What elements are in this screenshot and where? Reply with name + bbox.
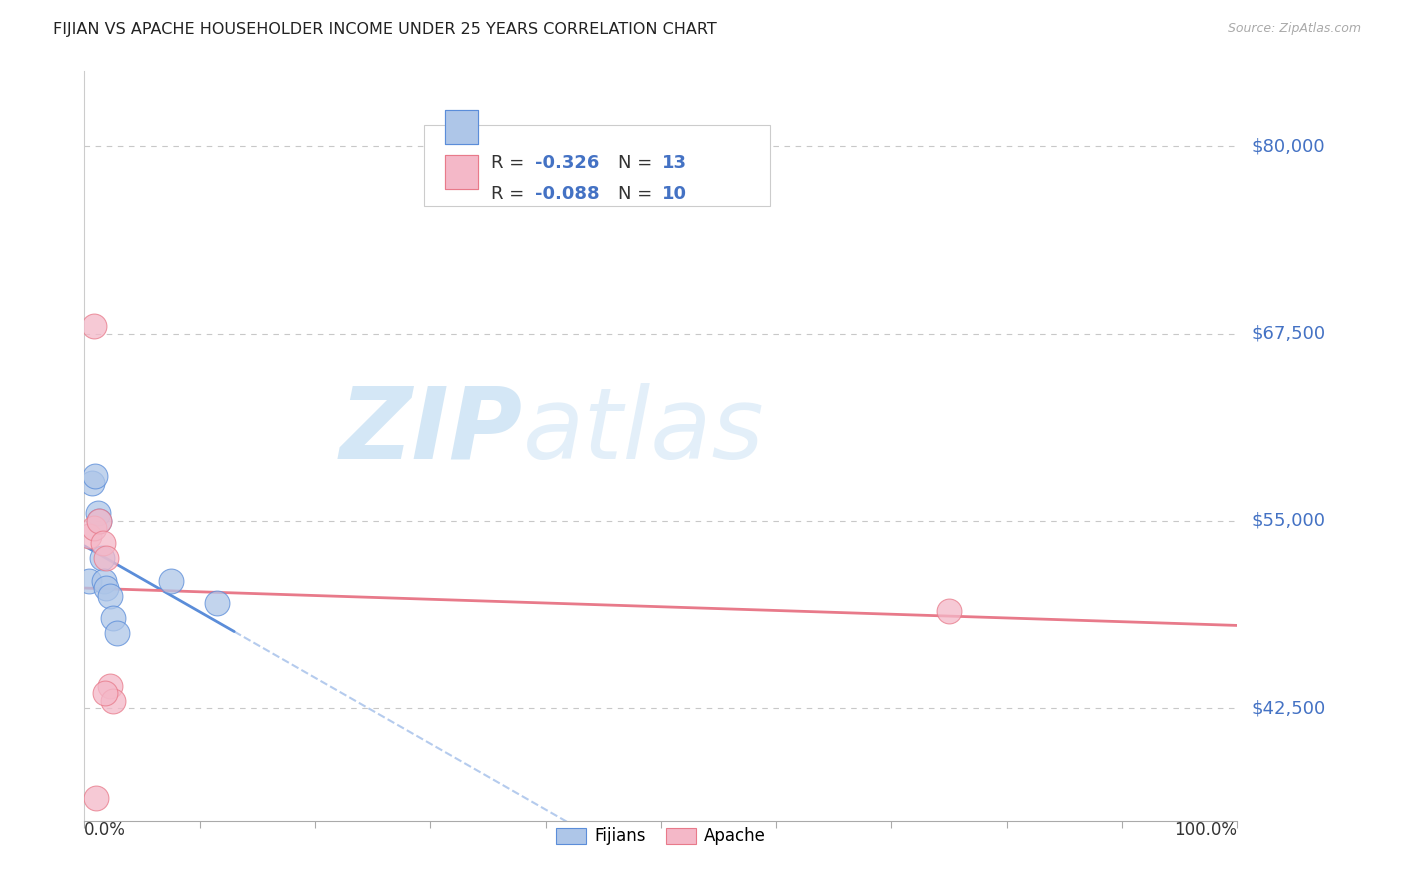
Point — [103, 611, 124, 625]
Text: R =: R = — [491, 186, 530, 203]
Point — [89, 514, 111, 528]
Text: ZIP: ZIP — [339, 383, 523, 480]
Point — [91, 536, 114, 550]
Text: 13: 13 — [662, 153, 688, 172]
FancyBboxPatch shape — [446, 155, 478, 189]
Point — [205, 596, 228, 610]
Point — [98, 679, 121, 693]
Point — [90, 551, 112, 566]
Point — [83, 521, 105, 535]
Point — [98, 589, 121, 603]
FancyBboxPatch shape — [446, 111, 478, 144]
Point — [77, 529, 100, 543]
Point — [87, 507, 110, 521]
Text: N =: N = — [619, 153, 658, 172]
Text: Source: ZipAtlas.com: Source: ZipAtlas.com — [1227, 22, 1361, 36]
Text: FIJIAN VS APACHE HOUSEHOLDER INCOME UNDER 25 YEARS CORRELATION CHART: FIJIAN VS APACHE HOUSEHOLDER INCOME UNDE… — [53, 22, 717, 37]
Point — [93, 574, 115, 588]
Point — [82, 476, 104, 491]
Point — [938, 604, 960, 618]
Point — [105, 626, 128, 640]
Point — [84, 791, 107, 805]
Text: 100.0%: 100.0% — [1174, 821, 1237, 838]
Text: 10: 10 — [662, 186, 688, 203]
Point — [160, 574, 183, 588]
Point — [77, 574, 100, 588]
Text: atlas: atlas — [523, 383, 763, 480]
Point — [96, 582, 118, 596]
Text: $42,500: $42,500 — [1251, 699, 1326, 717]
Text: $67,500: $67,500 — [1251, 325, 1326, 343]
Text: -0.326: -0.326 — [536, 153, 599, 172]
Point — [83, 319, 105, 334]
Point — [83, 469, 105, 483]
Text: N =: N = — [619, 186, 658, 203]
Legend: Fijians, Apache: Fijians, Apache — [547, 819, 775, 854]
FancyBboxPatch shape — [425, 125, 770, 206]
Point — [94, 686, 117, 700]
Text: R =: R = — [491, 153, 530, 172]
Point — [96, 551, 118, 566]
Point — [103, 694, 124, 708]
Text: -0.088: -0.088 — [536, 186, 600, 203]
Point — [89, 514, 111, 528]
Text: 0.0%: 0.0% — [84, 821, 127, 838]
Text: $55,000: $55,000 — [1251, 512, 1326, 530]
Text: $80,000: $80,000 — [1251, 137, 1324, 155]
